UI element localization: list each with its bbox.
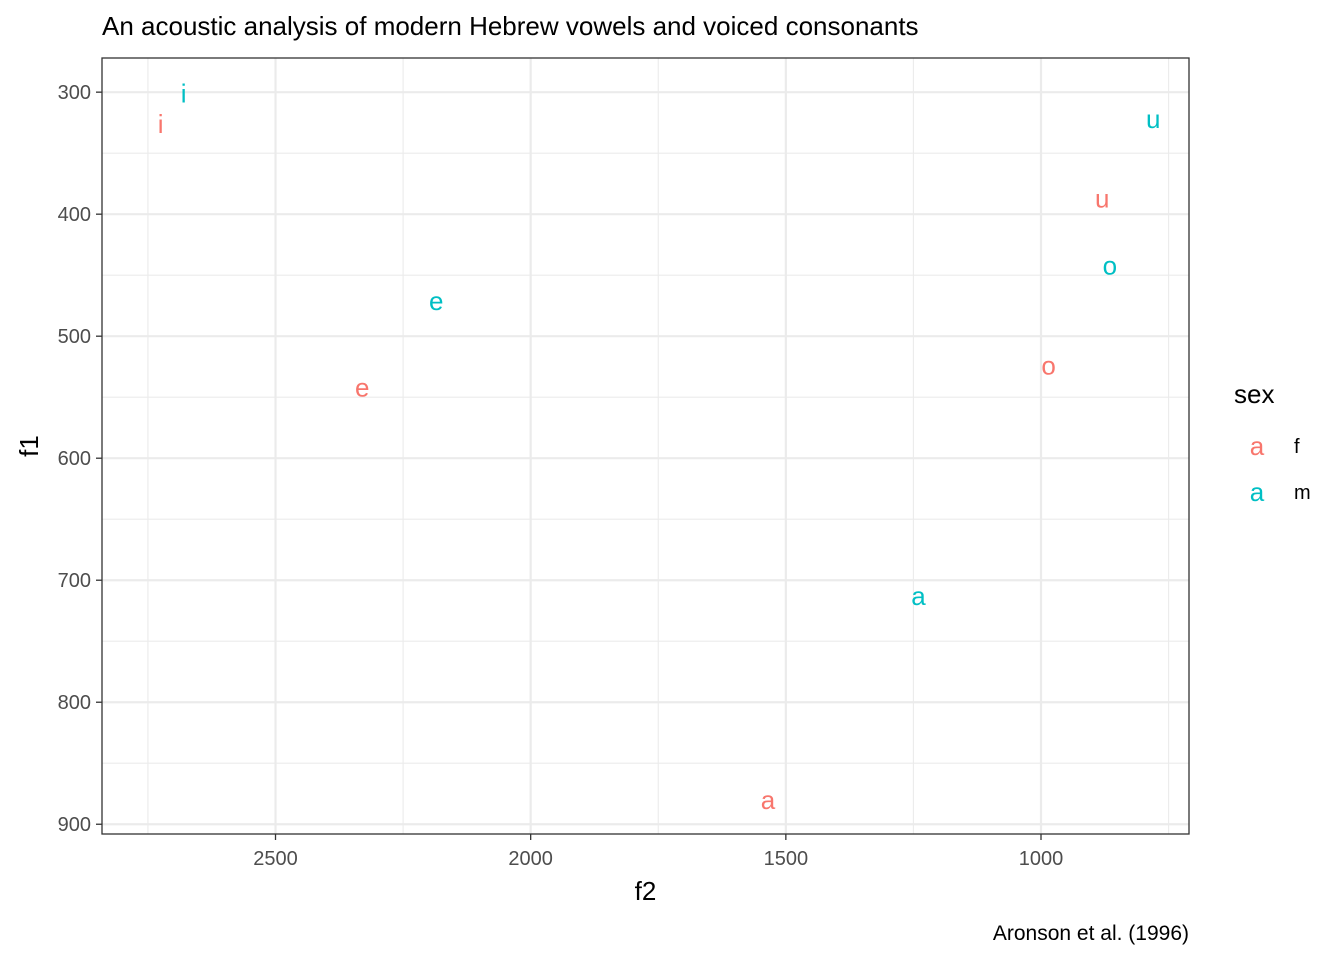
y-tick-label: 600: [58, 448, 91, 470]
x-tick-label: 1000: [1019, 848, 1064, 870]
x-tick-label: 2500: [253, 848, 298, 870]
point-e-m: e: [429, 286, 443, 316]
point-a-m: a: [911, 581, 926, 611]
legend-key-m: a: [1250, 477, 1265, 507]
axis-ticks: 2500 2000 1500 1000 300 400 500 600 700 800 900: [58, 82, 1064, 870]
legend-key-f: a: [1250, 431, 1265, 461]
legend-label-f: f: [1294, 436, 1300, 458]
legend-label-m: m: [1294, 482, 1311, 504]
data-points: ii e e a a o o u u: [158, 78, 1161, 814]
point-o-m: o: [1103, 250, 1117, 280]
chart-caption: Aronson et al. (1996): [993, 922, 1189, 945]
point-a-f: a: [761, 785, 776, 815]
point-e-f: e: [355, 372, 369, 402]
chart-title: An acoustic analysis of modern Hebrew vo…: [102, 11, 919, 41]
grid-major: [102, 58, 1189, 834]
point-u-f: u: [1095, 183, 1109, 213]
y-tick-label: 800: [58, 692, 91, 714]
y-tick-label: 500: [58, 326, 91, 348]
point-i-f: i: [158, 109, 164, 139]
y-tick-label: 700: [58, 570, 91, 592]
x-tick-label: 2000: [508, 848, 553, 870]
point-u-m: u: [1146, 104, 1160, 134]
x-axis-title: f2: [635, 876, 657, 906]
legend-title: sex: [1234, 379, 1274, 409]
legend-entries: a f a m: [1250, 431, 1311, 507]
grid-minor: [102, 58, 1189, 834]
y-tick-label: 900: [58, 814, 91, 836]
point-i-m: i: [181, 78, 187, 108]
y-tick-label: 400: [58, 204, 91, 226]
plot-panel-border: [101, 57, 1190, 835]
point-o-f: o: [1041, 350, 1055, 380]
y-tick-label: 300: [58, 82, 91, 104]
legend: sex a f a m: [1234, 379, 1311, 507]
y-axis-title: f1: [14, 435, 44, 457]
x-tick-label: 1500: [764, 848, 809, 870]
